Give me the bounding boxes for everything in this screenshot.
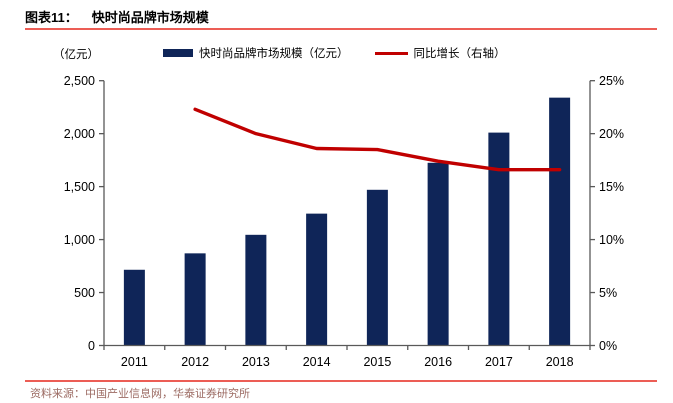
y-tick-label-left: 0 [88,339,95,353]
bar-2014 [306,213,328,346]
y-tick-label-right: 10% [599,233,624,247]
y-tick-label-right: 0% [599,339,617,353]
page-title: 快时尚品牌市场规模 [91,10,209,25]
figure-number-label: 图表11： [25,10,78,25]
bar-2011 [123,269,145,346]
y-tick-label-left: 500 [74,286,95,300]
legend-bar-label: 快时尚品牌市场规模（亿元） [199,48,349,60]
x-label-2015: 2015 [363,355,391,369]
bar-2016 [427,162,449,346]
y-tick-label-left: 2,000 [64,127,95,141]
source-note: 资料来源：中国产业信息网，华泰证券研究所 [30,388,250,400]
x-label-2013: 2013 [242,355,270,369]
y-tick-label-right: 15% [599,180,624,194]
y-tick-label-left: 1,000 [64,233,95,247]
x-label-2016: 2016 [424,355,452,369]
line-series-swatch-icon [374,51,408,55]
x-label-2011: 2011 [121,355,148,369]
y-tick-label-left: 1,500 [64,180,95,194]
x-label-2012: 2012 [181,355,209,369]
bar-2018 [549,97,571,346]
y-tick-label-left: 2,500 [64,74,95,88]
y-tick-label-right: 20% [599,127,624,141]
legend-item-yoy-growth: 同比增长（右轴） [374,45,506,61]
bar-2015 [366,189,388,346]
chart-legend: 快时尚品牌市场规模（亿元） 同比增长（右轴） [163,45,506,61]
figure-header: 图表11： 快时尚品牌市场规模 [25,7,209,26]
legend-item-market-size: 快时尚品牌市场规模（亿元） [163,45,349,61]
x-label-2014: 2014 [303,355,331,369]
y-tick-label-right: 5% [599,286,617,300]
bar-2013 [245,234,267,346]
legend-line-label: 同比增长（右轴） [413,48,506,60]
bar-series-swatch-icon [163,49,193,57]
x-label-2017: 2017 [485,355,513,369]
left-axis-unit-label: （亿元） [53,49,99,61]
bar-2017 [488,132,510,346]
bar-2012 [184,253,206,346]
yoy-growth-line [193,107,562,172]
y-tick-label-right: 25% [599,74,624,88]
title-rule [25,28,657,30]
source-rule [25,380,657,382]
x-label-2018: 2018 [546,355,574,369]
